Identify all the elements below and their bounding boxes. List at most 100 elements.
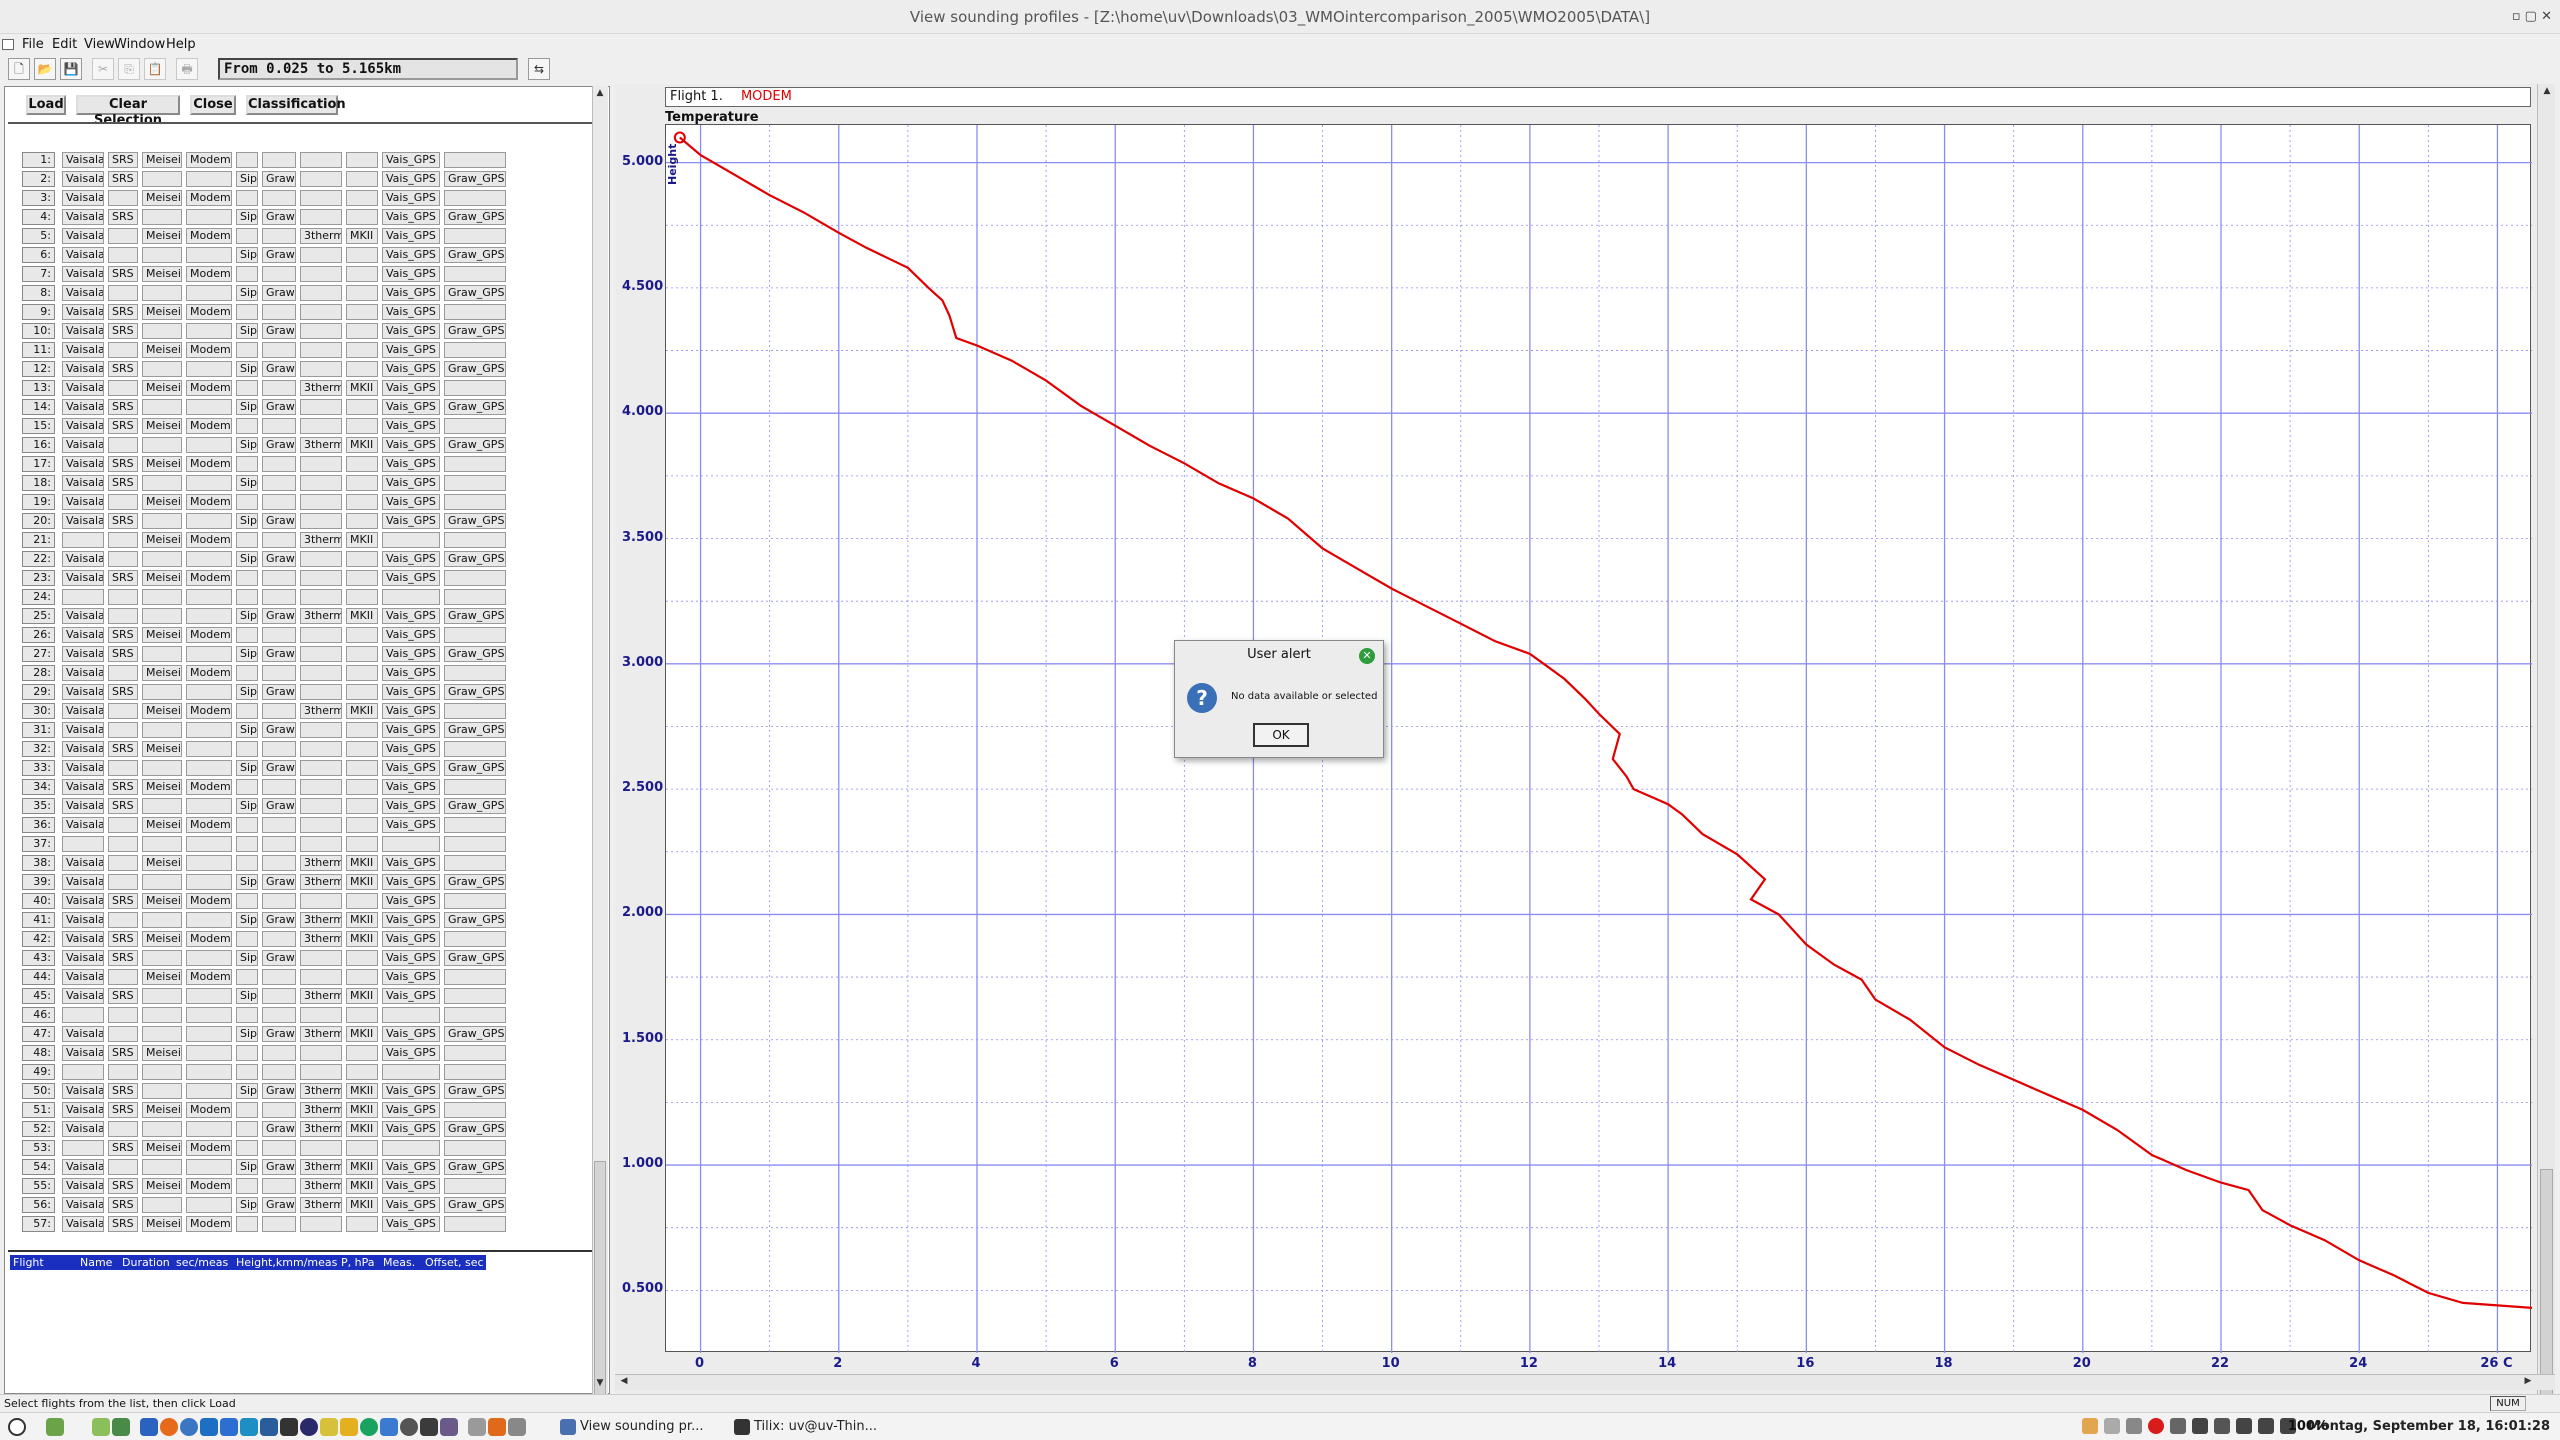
sonde-cell[interactable]: Graw_GPS	[444, 1083, 506, 1099]
sonde-cell[interactable]	[444, 931, 506, 947]
sonde-cell[interactable]: Modem	[186, 228, 232, 244]
sonde-cell[interactable]	[262, 817, 296, 833]
sonde-cell[interactable]	[186, 646, 232, 662]
sonde-cell[interactable]	[444, 228, 506, 244]
show-desktop-icon[interactable]	[46, 1418, 64, 1436]
sonde-cell[interactable]: SRS	[108, 1197, 138, 1213]
sonde-cell[interactable]	[346, 152, 378, 168]
sonde-cell[interactable]: Modem	[186, 893, 232, 909]
sonde-cell[interactable]: Meisei	[142, 741, 182, 757]
sonde-cell[interactable]: SRS	[108, 1216, 138, 1232]
sonde-cell[interactable]: Vaisala	[62, 722, 104, 738]
sonde-cell[interactable]	[300, 342, 342, 358]
sonde-cell[interactable]: Vais_GPS	[382, 513, 440, 529]
sonde-cell[interactable]: Graw_GPS	[444, 399, 506, 415]
sonde-cell[interactable]: MKII	[346, 931, 378, 947]
sonde-cell[interactable]	[346, 817, 378, 833]
sonde-cell[interactable]: Vais_GPS	[382, 893, 440, 909]
sonde-cell[interactable]: Graw_GPS	[444, 684, 506, 700]
sonde-cell[interactable]	[300, 779, 342, 795]
sonde-cell[interactable]	[346, 247, 378, 263]
sonde-cell[interactable]	[142, 722, 182, 738]
scrollbar-thumb[interactable]	[594, 1161, 606, 1440]
flight-number[interactable]: 10:	[22, 323, 55, 339]
sonde-cell[interactable]: Vais_GPS	[382, 855, 440, 871]
sonde-cell[interactable]: Sip	[236, 513, 258, 529]
sonde-cell[interactable]: SRS	[108, 513, 138, 529]
flight-number[interactable]: 18:	[22, 475, 55, 491]
sonde-cell[interactable]: Vaisala	[62, 1045, 104, 1061]
sonde-cell[interactable]	[346, 1140, 378, 1156]
sonde-cell[interactable]: Vais_GPS	[382, 1102, 440, 1118]
sonde-cell[interactable]	[142, 171, 182, 187]
sonde-cell[interactable]	[262, 1064, 296, 1080]
sonde-cell[interactable]: Vais_GPS	[382, 1026, 440, 1042]
flight-number[interactable]: 3:	[22, 190, 55, 206]
sonde-cell[interactable]: Vais_GPS	[382, 323, 440, 339]
sonde-cell[interactable]	[300, 760, 342, 776]
sonde-cell[interactable]	[444, 304, 506, 320]
sonde-cell[interactable]	[444, 627, 506, 643]
sonde-cell[interactable]	[346, 665, 378, 681]
sonde-cell[interactable]	[108, 1007, 138, 1023]
sonde-cell[interactable]: Modem	[186, 494, 232, 510]
sonde-cell[interactable]	[142, 1026, 182, 1042]
sonde-cell[interactable]	[108, 969, 138, 985]
sonde-cell[interactable]: Vais_GPS	[382, 171, 440, 187]
sonde-cell[interactable]	[346, 570, 378, 586]
sonde-cell[interactable]: Modem	[186, 1178, 232, 1194]
cut-icon[interactable]: ✂	[92, 58, 114, 80]
sonde-cell[interactable]	[444, 893, 506, 909]
flight-number[interactable]: 23:	[22, 570, 55, 586]
sonde-cell[interactable]	[108, 855, 138, 871]
screenshot-icon[interactable]	[240, 1418, 258, 1436]
sonde-cell[interactable]	[346, 361, 378, 377]
sonde-cell[interactable]: Vaisala	[62, 513, 104, 529]
sonde-cell[interactable]: SRS	[108, 779, 138, 795]
sonde-cell[interactable]	[186, 1121, 232, 1137]
sonde-cell[interactable]: Vais_GPS	[382, 646, 440, 662]
sonde-cell[interactable]: Modem	[186, 665, 232, 681]
menu-launcher-icon[interactable]	[8, 1418, 26, 1436]
sonde-cell[interactable]: Meisei	[142, 1102, 182, 1118]
sonde-cell[interactable]	[62, 836, 104, 852]
col-height[interactable]: Height,km	[236, 1256, 293, 1269]
sonde-cell[interactable]	[444, 1064, 506, 1080]
flight-number[interactable]: 50:	[22, 1083, 55, 1099]
sonde-cell[interactable]: Vais_GPS	[382, 722, 440, 738]
chrome-icon[interactable]	[360, 1418, 378, 1436]
sonde-cell[interactable]	[142, 836, 182, 852]
sonde-cell[interactable]	[300, 456, 342, 472]
sonde-cell[interactable]	[62, 1064, 104, 1080]
sonde-cell[interactable]: 3therm	[300, 228, 342, 244]
sonde-cell[interactable]	[300, 1045, 342, 1061]
window-controls[interactable]: ▫ ▢ ✕	[2511, 9, 2552, 24]
save-icon[interactable]: 💾	[60, 58, 82, 80]
sonde-cell[interactable]: Modem	[186, 380, 232, 396]
sonde-cell[interactable]: Modem	[186, 532, 232, 548]
sonde-cell[interactable]: SRS	[108, 323, 138, 339]
sonde-cell[interactable]	[236, 703, 258, 719]
sonde-cell[interactable]: Graw_GPS	[444, 437, 506, 453]
sonde-cell[interactable]	[262, 152, 296, 168]
sonde-cell[interactable]: Modem	[186, 152, 232, 168]
sonde-cell[interactable]: Graw	[262, 437, 296, 453]
sonde-cell[interactable]: SRS	[108, 893, 138, 909]
sonde-cell[interactable]: Vais_GPS	[382, 798, 440, 814]
sonde-cell[interactable]: Meisei	[142, 665, 182, 681]
sonde-cell[interactable]: Vais_GPS	[382, 209, 440, 225]
sonde-cell[interactable]: 3therm	[300, 931, 342, 947]
flight-number[interactable]: 41:	[22, 912, 55, 928]
sonde-cell[interactable]: MKII	[346, 1121, 378, 1137]
shield-icon[interactable]	[2170, 1418, 2186, 1434]
chart-horizontal-scrollbar[interactable]: ◀ ▶	[615, 1374, 2555, 1390]
sonde-cell[interactable]: Graw	[262, 1159, 296, 1175]
firefox-icon[interactable]	[160, 1418, 178, 1436]
sonde-cell[interactable]: SRS	[108, 1045, 138, 1061]
sonde-cell[interactable]	[382, 1007, 440, 1023]
sonde-cell[interactable]	[346, 190, 378, 206]
sonde-cell[interactable]: Vaisala	[62, 1026, 104, 1042]
sonde-cell[interactable]	[186, 1045, 232, 1061]
sonde-cell[interactable]: Meisei	[142, 627, 182, 643]
sonde-cell[interactable]	[186, 1064, 232, 1080]
